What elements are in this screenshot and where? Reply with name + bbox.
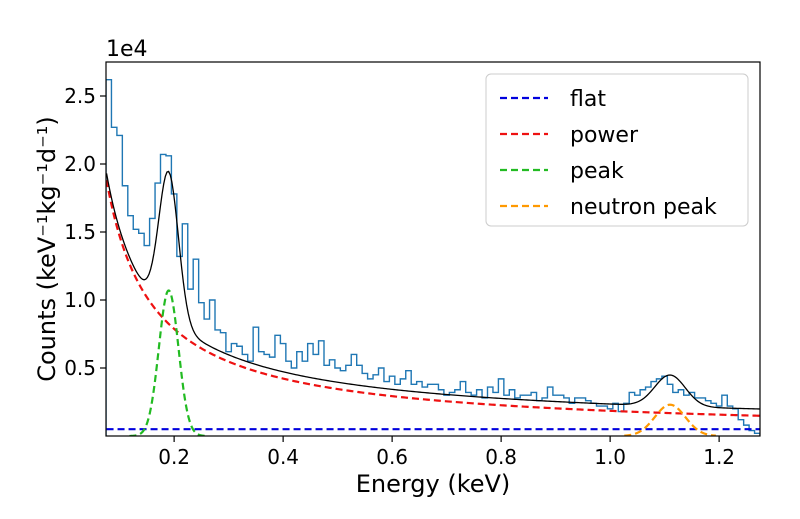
- y-tick-label: 0.5: [64, 356, 96, 380]
- plot-area: [106, 78, 760, 436]
- y-tick-label: 1.0: [64, 288, 96, 312]
- legend-label: neutron peak: [570, 195, 717, 220]
- legend-label: peak: [570, 159, 624, 184]
- x-axis-ticks: 0.2 0.4 0.6 0.8 1.0 1.2: [158, 436, 735, 469]
- x-tick-label: 1.2: [703, 445, 735, 469]
- x-tick-label: 0.6: [376, 445, 408, 469]
- legend: flat power peak neutron peak: [485, 73, 749, 227]
- y-tick-label: 1.5: [64, 220, 96, 244]
- x-tick-label: 0.8: [485, 445, 517, 469]
- legend-label: power: [570, 123, 639, 148]
- total-fit-line: [106, 170, 760, 410]
- y-axis-title: Counts (keV⁻¹kg⁻¹d⁻¹): [33, 116, 61, 382]
- x-tick-label: 0.4: [267, 445, 299, 469]
- x-axis-title: Energy (keV): [356, 470, 511, 498]
- y-tick-label: 2.5: [64, 84, 96, 108]
- legend-label: flat: [570, 87, 606, 112]
- histogram-series: [106, 78, 760, 436]
- legend-box: [485, 73, 749, 227]
- x-tick-label: 1.0: [594, 445, 626, 469]
- series-peak-line: [129, 289, 208, 436]
- y-tick-label: 2.0: [64, 152, 96, 176]
- plot-frame: [105, 61, 761, 437]
- x-tick-label: 0.2: [158, 445, 190, 469]
- y-axis-ticks: 0.5 1.0 1.5 2.0 2.5: [64, 84, 106, 380]
- series-neutron-peak-line: [624, 403, 716, 436]
- y-offset-label: 1e4: [106, 37, 148, 62]
